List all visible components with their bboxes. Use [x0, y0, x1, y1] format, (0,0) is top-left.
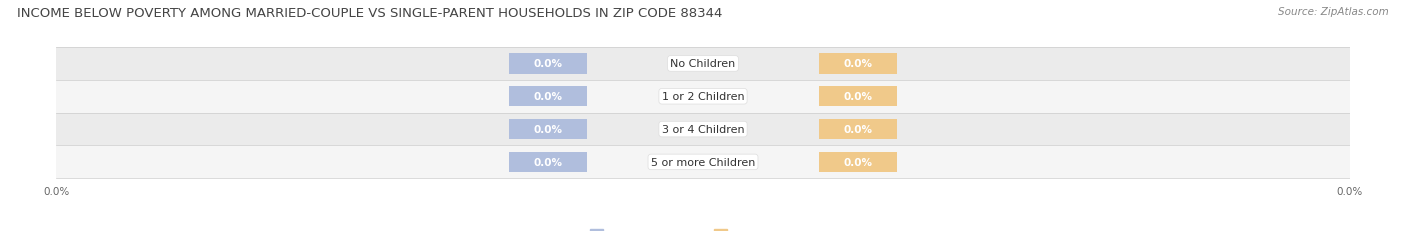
- Bar: [56, 48, 1350, 81]
- Text: 0.0%: 0.0%: [533, 125, 562, 134]
- Text: INCOME BELOW POVERTY AMONG MARRIED-COUPLE VS SINGLE-PARENT HOUSEHOLDS IN ZIP COD: INCOME BELOW POVERTY AMONG MARRIED-COUPL…: [17, 7, 723, 20]
- Text: Source: ZipAtlas.com: Source: ZipAtlas.com: [1278, 7, 1389, 17]
- Bar: [509, 87, 586, 107]
- Bar: [509, 119, 586, 140]
- Bar: [820, 54, 897, 74]
- Bar: [820, 152, 897, 172]
- Text: 0.0%: 0.0%: [844, 92, 873, 102]
- Bar: [820, 119, 897, 140]
- Text: 1 or 2 Children: 1 or 2 Children: [662, 92, 744, 102]
- Text: No Children: No Children: [671, 59, 735, 69]
- Bar: [56, 146, 1350, 179]
- Text: 0.0%: 0.0%: [533, 157, 562, 167]
- Text: 0.0%: 0.0%: [533, 59, 562, 69]
- Legend: Married Couples, Single Parents: Married Couples, Single Parents: [586, 225, 820, 231]
- Text: 0.0%: 0.0%: [844, 59, 873, 69]
- Text: 0.0%: 0.0%: [844, 125, 873, 134]
- Bar: [56, 113, 1350, 146]
- Bar: [56, 81, 1350, 113]
- Text: 5 or more Children: 5 or more Children: [651, 157, 755, 167]
- Bar: [509, 152, 586, 172]
- Text: 3 or 4 Children: 3 or 4 Children: [662, 125, 744, 134]
- Text: 0.0%: 0.0%: [844, 157, 873, 167]
- Text: 0.0%: 0.0%: [533, 92, 562, 102]
- Bar: [509, 54, 586, 74]
- Bar: [820, 87, 897, 107]
